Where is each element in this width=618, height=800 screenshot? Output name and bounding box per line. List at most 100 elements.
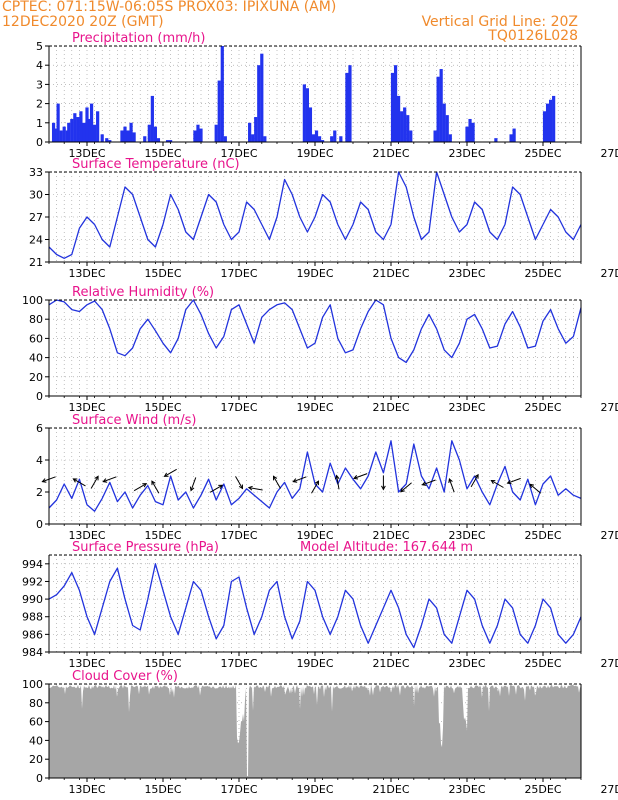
wind-arrow-head: [381, 485, 386, 491]
panel-title: Relative Humidity (%): [72, 285, 214, 300]
wind-arrow-shaft: [529, 483, 542, 494]
wind-arrow-shaft: [353, 473, 368, 479]
x-tick-label: 25DEC: [524, 401, 561, 414]
wind-arrow-shaft: [133, 483, 147, 492]
x-tick-label: 21DEC: [372, 657, 409, 670]
x-tick-label: 27DEC: [600, 657, 618, 670]
precip-bar: [263, 136, 267, 142]
y-tick-label: 990: [22, 593, 43, 606]
precip-bar: [260, 53, 264, 142]
precip-bar: [59, 130, 63, 142]
y-tick-label: 984: [22, 646, 43, 659]
y-tick-label: 2: [36, 98, 43, 111]
panel-rh: Relative Humidity (%) 0 20 40 60 80 100 13DEC 15…: [22, 285, 618, 414]
wind-arrow-head: [163, 472, 169, 477]
precip-bar: [305, 88, 309, 142]
x-tick-label: 27DEC: [600, 529, 618, 542]
precip-bar: [509, 134, 513, 142]
precip-bar: [549, 99, 553, 142]
precip-bar: [436, 76, 440, 142]
precip-bar: [314, 130, 319, 142]
wind-arrow-head: [292, 478, 298, 483]
wind-arrow-shaft: [336, 475, 340, 490]
y-tick-label: 100: [22, 294, 43, 307]
wind-arrow-head: [151, 480, 156, 486]
wind-arrow-shaft: [73, 478, 86, 487]
precip-bar: [123, 126, 127, 142]
precip-bar: [330, 136, 334, 142]
y-tick-label: 80: [29, 313, 43, 326]
panel-title: Surface Pressure (hPa): [72, 540, 219, 555]
precip-bar: [108, 140, 112, 142]
cloud-area: [49, 685, 581, 778]
wind-arrow-head: [72, 478, 78, 483]
precip-bar: [465, 126, 469, 142]
x-tick-label: 21DEC: [372, 529, 409, 542]
x-tick-label: 17DEC: [220, 147, 257, 160]
wind-arrow: [272, 475, 281, 489]
wind-arrow: [421, 479, 436, 486]
y-tick-label: 3: [36, 78, 43, 91]
wind-arrow: [102, 476, 117, 483]
precip-bar: [53, 128, 57, 142]
x-tick-label: 19DEC: [296, 657, 333, 670]
wind-arrow-shaft: [151, 480, 160, 494]
x-tick-label: 15DEC: [144, 657, 181, 670]
precip-bar: [445, 115, 449, 142]
precip-bar: [89, 103, 94, 142]
precip-bar: [251, 134, 255, 142]
precip-bar: [120, 130, 124, 142]
wind-arrow-head: [474, 473, 479, 479]
panel-precip: Precipitation (mm/h) 0 1 2 3 4 5 13DEC 15DEC 17DE…: [36, 31, 618, 160]
x-tick-label: 15DEC: [144, 147, 181, 160]
precip-bar: [406, 115, 410, 142]
precip-bar: [100, 134, 104, 142]
panel-annotation: Model Altitude: 167.644 m: [300, 540, 473, 555]
wind-arrow-shaft: [190, 477, 197, 491]
x-tick-label: 13DEC: [68, 529, 105, 542]
wind-arrow-shaft: [422, 479, 436, 486]
date-line: 12DEC2020 20Z (GMT): [2, 14, 164, 30]
wind-arrow-shaft: [491, 480, 504, 488]
x-tick-label: 13DEC: [68, 267, 105, 280]
panel-temp: Surface Temperature (nC) 21 24 27 30 33 13DEC 1…: [29, 157, 618, 280]
chart-header: CPTEC: 071:15W-06:05S PROX03: IPIXUNA (A…: [0, 0, 618, 46]
x-tick-label: 19DEC: [296, 147, 333, 160]
x-tick-label: 19DEC: [296, 529, 333, 542]
precip-bar: [348, 65, 352, 142]
x-tick-label: 25DEC: [524, 783, 561, 796]
wind-arrow-head: [272, 475, 278, 481]
x-tick-label: 15DEC: [144, 529, 181, 542]
y-tick-label: 986: [22, 628, 43, 641]
wind-arrow-head: [102, 478, 108, 483]
grid-line-info: Vertical Grid Line: 20Z: [421, 14, 578, 30]
wind-arrow-head: [247, 485, 253, 491]
wind-arrow-shaft: [507, 477, 521, 484]
x-tick-label: 17DEC: [220, 783, 257, 796]
wind-arrow-shaft: [248, 487, 263, 491]
precip-bar: [70, 118, 74, 142]
y-tick-label: 6: [36, 422, 43, 435]
wind-arrow: [400, 482, 412, 493]
x-tick-label: 23DEC: [448, 147, 485, 160]
y-tick-label: 100: [22, 678, 43, 691]
wind-arrow-head: [142, 483, 148, 488]
precip-bar: [126, 130, 130, 142]
precip-bar: [223, 136, 227, 142]
x-tick-label: 13DEC: [68, 783, 105, 796]
x-tick-label: 15DEC: [144, 267, 181, 280]
y-tick-label: 0: [36, 390, 43, 403]
wind-arrow: [353, 473, 368, 480]
wind-arrow-head: [448, 478, 453, 484]
wind-arrow-head: [94, 475, 99, 481]
x-tick-label: 15DEC: [144, 401, 181, 414]
precip-bar: [403, 107, 407, 142]
precip-bar: [545, 103, 550, 142]
wind-arrow-head: [400, 487, 405, 493]
x-tick-label: 15DEC: [144, 783, 181, 796]
x-tick-label: 23DEC: [448, 529, 485, 542]
wind-arrow: [133, 483, 148, 492]
station-line: CPTEC: 071:15W-06:05S PROX03: IPIXUNA (A…: [2, 0, 337, 15]
x-tick-label: 13DEC: [68, 657, 105, 670]
